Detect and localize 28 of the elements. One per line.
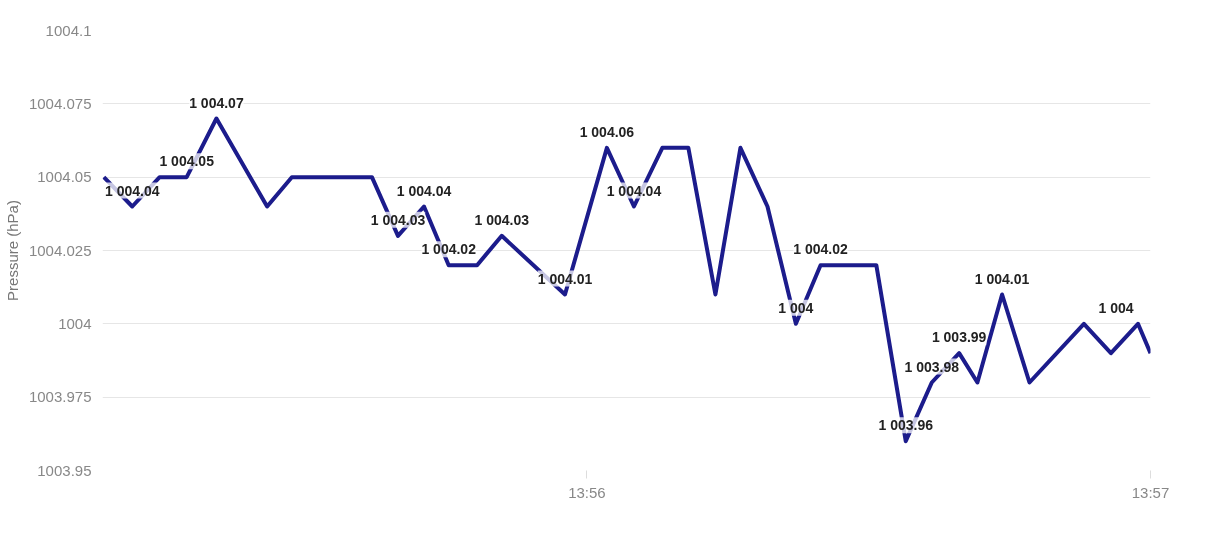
data-label: 1 003.98 xyxy=(904,358,960,375)
data-label: 1 004.04 xyxy=(105,182,160,199)
data-label: 1 004.04 xyxy=(606,182,662,199)
data-label: 1 004.03 xyxy=(370,211,426,228)
y-tick-label: 1003.975 xyxy=(28,388,92,406)
y-tick-label: 1004.075 xyxy=(28,94,92,112)
y-tick-label: 1004.1 xyxy=(45,21,92,39)
x-tick-label: 13:56 xyxy=(568,483,606,501)
y-tick-label: 1004 xyxy=(58,314,92,332)
data-label: 1 004.07 xyxy=(189,94,244,111)
line-series xyxy=(102,116,1151,444)
data-label: 1 004.03 xyxy=(474,211,530,228)
y-tick-label: 1004.025 xyxy=(28,241,92,259)
data-label: 1 004.04 xyxy=(396,182,452,199)
data-label: 1 003.96 xyxy=(878,417,934,434)
data-label: 1 004.06 xyxy=(579,123,635,140)
data-label: 1 004.02 xyxy=(793,241,849,258)
data-label: 1 004.02 xyxy=(421,241,477,258)
data-label: 1 004.01 xyxy=(537,270,593,287)
x-tick-label: 13:57 xyxy=(1131,483,1170,501)
y-tick-label: 1003.95 xyxy=(37,461,92,479)
data-label: 1 004.01 xyxy=(974,270,1030,287)
y-tick-label: 1004.05 xyxy=(37,168,92,186)
data-label: 1 004 xyxy=(1098,299,1134,316)
data-label: 1 004 xyxy=(778,299,814,316)
y-axis-title: Pressure (hPa) xyxy=(3,200,21,301)
data-label: 1 004.05 xyxy=(159,153,215,170)
data-label: 1 003.99 xyxy=(931,329,987,346)
